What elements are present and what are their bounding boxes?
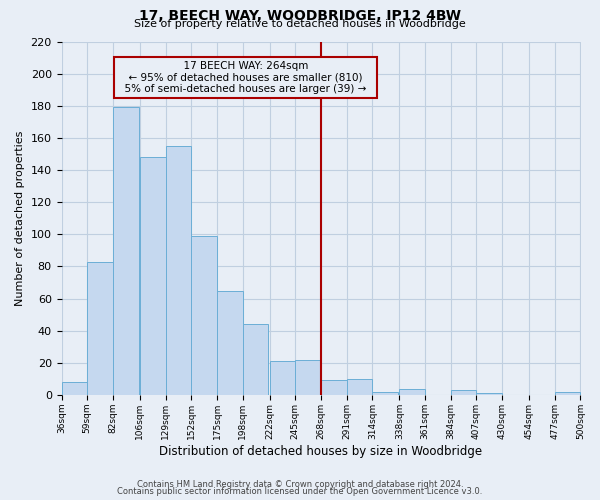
- Bar: [400, 388, 425, 395]
- Bar: [166, 146, 191, 395]
- Bar: [243, 324, 268, 395]
- Text: 17 BEECH WAY: 264sqm  
  ← 95% of detached houses are smaller (810)  
  5% of se: 17 BEECH WAY: 264sqm ← 95% of detached h…: [118, 61, 373, 94]
- Bar: [87, 262, 113, 395]
- Bar: [321, 380, 347, 395]
- Bar: [191, 236, 217, 395]
- X-axis label: Distribution of detached houses by size in Woodbridge: Distribution of detached houses by size …: [160, 444, 482, 458]
- Bar: [373, 392, 398, 395]
- Bar: [62, 382, 87, 395]
- Text: Contains public sector information licensed under the Open Government Licence v3: Contains public sector information licen…: [118, 488, 482, 496]
- Bar: [347, 379, 373, 395]
- Text: 17, BEECH WAY, WOODBRIDGE, IP12 4BW: 17, BEECH WAY, WOODBRIDGE, IP12 4BW: [139, 9, 461, 23]
- Bar: [295, 360, 321, 395]
- Bar: [476, 394, 502, 395]
- Bar: [113, 108, 139, 395]
- Text: Size of property relative to detached houses in Woodbridge: Size of property relative to detached ho…: [134, 19, 466, 29]
- Y-axis label: Number of detached properties: Number of detached properties: [15, 130, 25, 306]
- Bar: [140, 157, 166, 395]
- Bar: [269, 361, 295, 395]
- Bar: [451, 390, 476, 395]
- Bar: [555, 392, 580, 395]
- Text: Contains HM Land Registry data © Crown copyright and database right 2024.: Contains HM Land Registry data © Crown c…: [137, 480, 463, 489]
- Bar: [217, 290, 243, 395]
